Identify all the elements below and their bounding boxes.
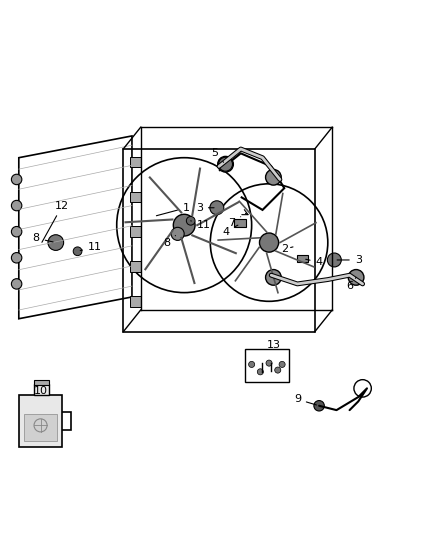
Text: 12: 12 bbox=[42, 200, 69, 243]
Circle shape bbox=[348, 270, 364, 285]
Text: 4: 4 bbox=[306, 257, 323, 267]
Bar bbox=[19, 395, 62, 447]
Circle shape bbox=[11, 200, 22, 211]
Text: 2: 2 bbox=[281, 244, 293, 254]
Bar bbox=[130, 157, 141, 167]
Circle shape bbox=[73, 247, 82, 256]
Circle shape bbox=[266, 360, 272, 366]
Text: 7: 7 bbox=[229, 217, 240, 228]
Text: 3: 3 bbox=[196, 203, 214, 213]
Circle shape bbox=[210, 201, 224, 215]
Circle shape bbox=[186, 216, 195, 225]
Text: 13: 13 bbox=[266, 340, 280, 350]
Text: 6: 6 bbox=[346, 277, 356, 291]
Circle shape bbox=[171, 228, 184, 240]
Circle shape bbox=[48, 235, 64, 251]
Text: 11: 11 bbox=[191, 220, 211, 230]
Circle shape bbox=[218, 156, 233, 172]
Circle shape bbox=[259, 233, 279, 252]
Bar bbox=[24, 415, 57, 441]
Circle shape bbox=[11, 227, 22, 237]
Circle shape bbox=[11, 279, 22, 289]
Bar bbox=[297, 255, 308, 262]
Bar bbox=[130, 192, 141, 202]
Circle shape bbox=[279, 361, 285, 367]
Bar bbox=[34, 379, 49, 385]
Text: 11: 11 bbox=[80, 242, 102, 252]
Circle shape bbox=[265, 169, 281, 185]
Text: 10: 10 bbox=[34, 385, 48, 395]
Circle shape bbox=[219, 157, 233, 171]
Bar bbox=[130, 261, 141, 272]
Circle shape bbox=[275, 367, 281, 373]
Bar bbox=[234, 220, 247, 228]
Text: 3: 3 bbox=[337, 255, 362, 265]
Bar bbox=[34, 384, 49, 395]
Bar bbox=[245, 349, 289, 382]
Text: 5: 5 bbox=[211, 148, 223, 162]
Text: 1: 1 bbox=[156, 203, 190, 216]
Circle shape bbox=[314, 400, 324, 411]
Text: 8: 8 bbox=[33, 233, 53, 243]
Bar bbox=[130, 296, 141, 306]
Circle shape bbox=[173, 214, 195, 236]
Circle shape bbox=[249, 361, 254, 367]
Circle shape bbox=[11, 174, 22, 184]
Text: 8: 8 bbox=[163, 236, 176, 247]
Circle shape bbox=[327, 253, 341, 267]
Text: 4: 4 bbox=[222, 225, 238, 237]
Circle shape bbox=[11, 253, 22, 263]
Bar bbox=[130, 227, 141, 237]
Circle shape bbox=[265, 270, 281, 285]
Text: 9: 9 bbox=[294, 394, 316, 405]
Circle shape bbox=[257, 369, 263, 375]
